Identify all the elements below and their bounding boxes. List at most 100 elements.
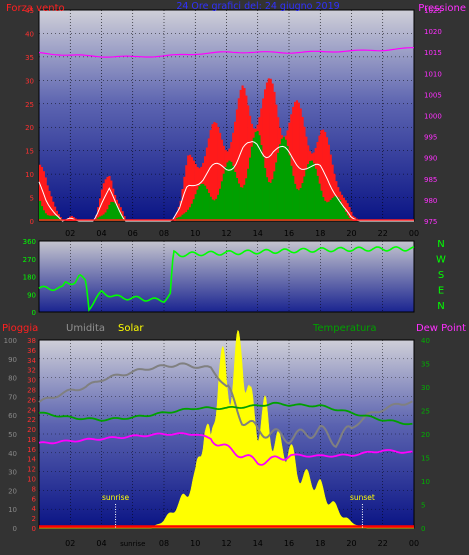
humidity-line	[38, 362, 413, 449]
wind-avg-bar	[282, 137, 285, 221]
direction-tick-label: 360	[23, 238, 36, 246]
humidity-tick-label: 50	[8, 431, 17, 439]
temperature-line	[38, 401, 413, 426]
wind-gust-bar	[190, 157, 194, 221]
wind-avg-bar	[50, 215, 53, 221]
x-tick-label: 02	[65, 539, 75, 548]
rain-tick-label: 16	[27, 446, 36, 454]
rain-tick-label: 22	[27, 416, 36, 424]
wind-avg-bar	[260, 145, 263, 221]
wind-avg-bar	[339, 199, 342, 221]
rain-axis-label: Pioggia	[2, 323, 38, 334]
x-tick-label: 12	[221, 229, 231, 238]
wind-avg-bar	[337, 197, 340, 221]
wind-avg-bar	[247, 168, 250, 221]
wind-avg-bar	[97, 217, 100, 221]
wind-gust-bar	[299, 108, 302, 221]
pressure-tick-label: 1015	[424, 49, 442, 57]
direction-plot-area	[38, 240, 415, 313]
wind-gust-bar	[241, 85, 244, 221]
wind-avg-bar	[331, 197, 334, 221]
wind-tick-label: 0	[30, 218, 34, 226]
wind-avg-bar	[325, 202, 329, 221]
wind-direction-line	[38, 246, 415, 312]
wind-avg-bar	[100, 215, 104, 221]
wind-gust-bar	[217, 126, 220, 221]
wind-avg-bar	[254, 132, 257, 221]
wind-avg-bar	[220, 181, 224, 221]
wind-avg-bar	[310, 160, 314, 221]
wind-avg-bar	[340, 203, 344, 221]
wind-tick-label: 10	[25, 171, 34, 179]
wind-gust-bar	[99, 198, 102, 221]
rain-tick-label: 24	[27, 406, 36, 414]
x-tick-label: 06	[128, 229, 138, 238]
wind-gust-bar	[264, 89, 267, 221]
wind-gust-bar	[102, 183, 105, 221]
wind-avg-bar	[265, 177, 269, 221]
bottom-x-axis: 02 04 sunrise 08 10 12 14 16 18 20 22 00	[65, 539, 419, 548]
rain-tick-label: 6	[32, 495, 37, 503]
wind-avg-bar	[40, 206, 44, 221]
wind-avg-bar	[117, 209, 120, 221]
wind-gust-bar	[273, 91, 276, 221]
pressure-tick-label: 1010	[424, 70, 442, 78]
wind-gust-bar	[245, 95, 248, 221]
wind-avg-bar	[241, 187, 244, 221]
rain-tick-label: 10	[27, 476, 36, 484]
wind-avg-bar	[329, 199, 332, 221]
wind-avg-bar	[52, 215, 55, 221]
wind-avg-bar	[262, 156, 265, 221]
wind-left-axis: 45 40 35 30 25 20 15 10 5 0	[25, 7, 34, 226]
wind-gust-bar	[324, 132, 327, 221]
pressure-tick-label: 1025	[424, 7, 442, 15]
wind-avg-bar	[192, 199, 195, 221]
wind-avg-bar	[342, 207, 345, 221]
wind-avg-bar	[250, 146, 254, 221]
humidity-tick-label: 70	[8, 393, 17, 401]
wind-avg-bar	[249, 157, 252, 221]
wind-gust-bar	[213, 122, 216, 221]
wind-avg-bar	[252, 137, 255, 221]
temperature-axis: 40 35 30 25 20 15 10 5 0	[421, 337, 430, 533]
rain-tick-label: 0	[32, 525, 36, 533]
humidity-tick-label: 0	[13, 525, 17, 533]
wind-tick-label: 30	[25, 77, 34, 85]
bottom-grid	[39, 340, 415, 528]
wind-avg-bar	[39, 200, 42, 221]
pressure-tick-label: 1000	[424, 113, 442, 121]
solar-axis-label: Solar	[118, 323, 144, 334]
wind-tick-label: 25	[25, 101, 34, 109]
wind-avg-bar	[269, 182, 272, 221]
wind-avg-bar	[226, 162, 229, 221]
compass-label: W	[436, 255, 446, 266]
wind-avg-bar	[114, 203, 117, 221]
temperature-tick-label: 30	[421, 384, 430, 392]
pressure-tick-label: 995	[424, 134, 437, 142]
temperature-tick-label: 10	[421, 478, 430, 486]
wind-avg-bar	[119, 212, 122, 221]
temperature-tick-label: 0	[421, 525, 425, 533]
wind-gust-bar	[100, 189, 104, 221]
x-tick-label: 14	[253, 539, 263, 548]
wind-avg-bar	[48, 215, 51, 221]
wind-avg-bar	[264, 168, 267, 221]
wind-avg-bar	[106, 209, 109, 221]
wind-gust-bar	[247, 105, 250, 221]
wind-avg-bar	[267, 182, 270, 221]
humidity-tick-label: 100	[4, 337, 17, 345]
dew-point-axis-label: Dew Point	[416, 323, 466, 334]
rain-tick-label: 38	[27, 337, 36, 345]
wind-avg-bar	[177, 217, 180, 221]
wind-avg-bar	[297, 190, 300, 221]
wind-gust-bar	[174, 216, 177, 221]
wind-avg-bar	[275, 162, 278, 221]
rain-tick-label: 34	[27, 357, 36, 365]
temperature-axis-label: Temperatura	[312, 323, 377, 334]
temperature-tick-label: 25	[421, 408, 430, 416]
wind-avg-bar	[284, 139, 287, 221]
sunrise-label: sunrise	[102, 493, 129, 502]
x-tick-label: 16	[284, 539, 294, 548]
rain-tick-label: 12	[27, 466, 36, 474]
